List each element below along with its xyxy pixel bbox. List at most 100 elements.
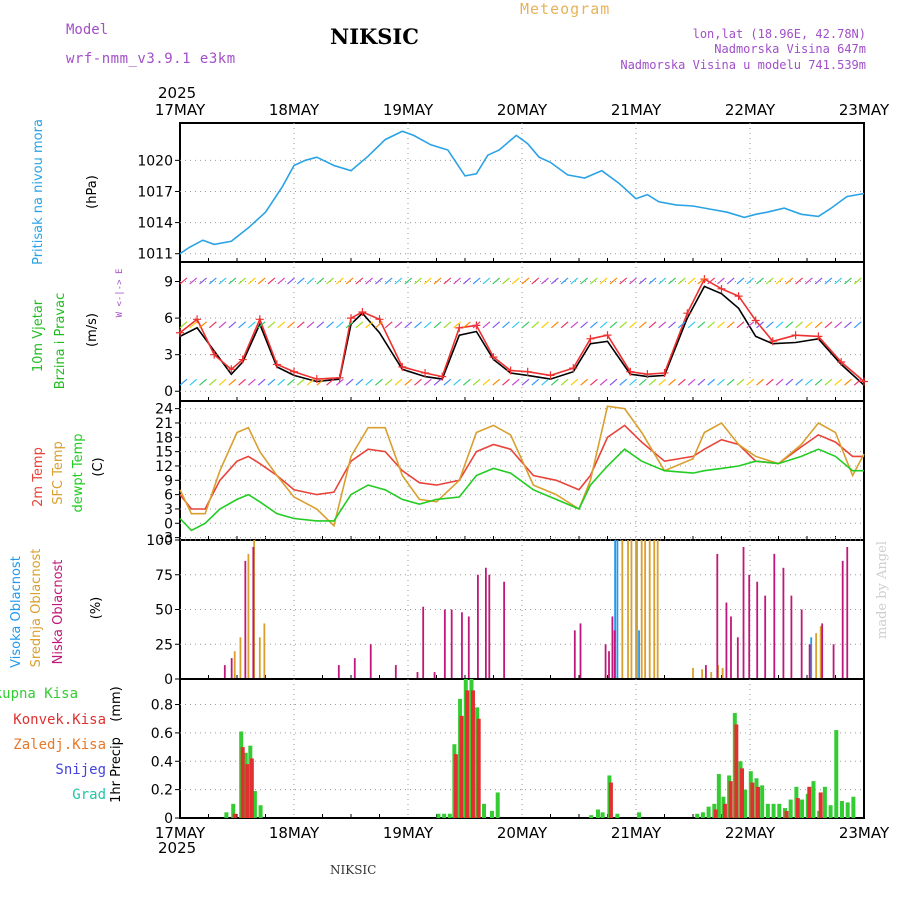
plot-area: 17MAY 17MAY 18MAY 18MAY 19MAY 19MAY 20MAY 20MAY…	[137, 101, 890, 842]
wind-barb	[756, 277, 764, 285]
gust-marker	[489, 353, 498, 362]
gust-marker	[255, 315, 264, 324]
wind-barb	[580, 321, 589, 329]
precip-bar	[765, 803, 770, 818]
wind-barb	[521, 321, 530, 329]
wind-barb	[316, 378, 325, 386]
wind-barb	[238, 378, 247, 386]
wind-barb	[335, 378, 344, 386]
y-tick-label: 0	[164, 811, 173, 827]
wind-barb	[423, 378, 432, 386]
wind-barb	[189, 378, 198, 386]
wind-barb	[482, 321, 491, 329]
precip-bar	[818, 792, 823, 818]
wind-barb	[775, 277, 784, 285]
gust-marker	[751, 316, 760, 325]
wind-barb	[462, 321, 471, 329]
precip-bar	[476, 718, 481, 818]
gust-marker	[546, 371, 555, 380]
y-tick-label: 0.8	[151, 698, 173, 714]
wind-barb	[619, 277, 628, 285]
watermark: made by Angel	[875, 541, 890, 639]
wind-barb	[511, 277, 520, 285]
wind-barb	[560, 378, 569, 386]
wind-compass: W <-|-> E	[115, 269, 125, 318]
wind-barb	[355, 321, 364, 329]
series-sfc-temp	[179, 405, 865, 528]
wind-barb	[394, 378, 403, 386]
cloud-unit: (%)	[89, 597, 104, 620]
wind-barb	[404, 378, 413, 386]
precip-bar	[716, 774, 721, 818]
wind-barb	[267, 321, 276, 329]
wind-barb	[785, 277, 794, 285]
cloud-ylabel-2: Srednja Oblacnost	[29, 549, 44, 668]
y-tick-label: 1017	[137, 184, 173, 200]
series-mslp	[179, 130, 865, 255]
precip-bar	[700, 812, 705, 818]
wind-barb	[384, 378, 393, 386]
wind-barb	[648, 378, 657, 386]
wind-barb	[687, 277, 696, 285]
gust-marker	[227, 365, 236, 374]
wind-barb	[697, 321, 706, 329]
wind-barb	[590, 321, 598, 329]
wind-barb	[736, 378, 745, 386]
wind-barb	[472, 378, 481, 386]
wind-barb	[707, 321, 716, 329]
wind-barb	[472, 321, 481, 329]
wind-barb	[550, 378, 559, 386]
wind-barb	[316, 321, 325, 329]
wind-barb	[355, 378, 364, 386]
footer-station: NIKSIC	[330, 863, 376, 877]
wind-barb	[736, 277, 745, 285]
date-tick-top: 23MAY	[839, 101, 890, 119]
wind-barb	[443, 378, 452, 386]
wind-barb	[218, 321, 227, 329]
precip-bar	[447, 813, 452, 818]
wind-barb	[199, 321, 207, 329]
series-gust	[179, 277, 865, 383]
wind-barb	[687, 378, 696, 386]
y-tick-label: 0	[164, 672, 173, 688]
wind-barb	[570, 277, 579, 285]
wind-barb	[746, 277, 755, 285]
wind-barb	[746, 378, 755, 386]
precip-unit: (mm)	[109, 686, 124, 721]
y-tick-label: 9	[164, 275, 173, 291]
wind-barb	[394, 277, 403, 285]
wind-barb	[844, 378, 852, 386]
wind-barb	[316, 277, 325, 285]
model-value: wrf-nmm_v3.9.1 e3km	[66, 51, 236, 67]
wind-barb	[550, 321, 559, 329]
wind-barb	[296, 277, 305, 285]
wind-barb	[345, 378, 354, 386]
wind-barb	[375, 277, 383, 285]
gust-marker	[734, 292, 743, 301]
wind-barb	[756, 321, 764, 329]
y-tick-label: 0	[164, 516, 173, 532]
wind-barb	[814, 378, 823, 386]
gust-marker	[603, 331, 612, 340]
wind-barb	[179, 378, 188, 386]
date-tick-bottom: 23MAY	[839, 824, 890, 842]
cloud-ylabel: Visoka Oblacnost	[9, 556, 24, 668]
gust-marker	[837, 357, 846, 366]
wind-barb	[228, 378, 237, 386]
gust-marker	[347, 314, 355, 323]
wind-barb	[717, 321, 725, 329]
wind-barb	[306, 378, 315, 386]
wind-barb	[296, 321, 305, 329]
y-tick-label: 1020	[137, 153, 173, 169]
gust-marker	[717, 284, 726, 293]
wind-barb	[570, 321, 579, 329]
year-top: 2025	[158, 84, 196, 102]
precip-bar	[465, 690, 470, 818]
wind-barb	[756, 378, 764, 386]
wind-barb	[765, 277, 774, 285]
wind-barb	[218, 378, 227, 386]
y-tick-label: 24	[155, 402, 173, 418]
wind-barb	[785, 378, 794, 386]
wind-barb	[375, 321, 383, 329]
